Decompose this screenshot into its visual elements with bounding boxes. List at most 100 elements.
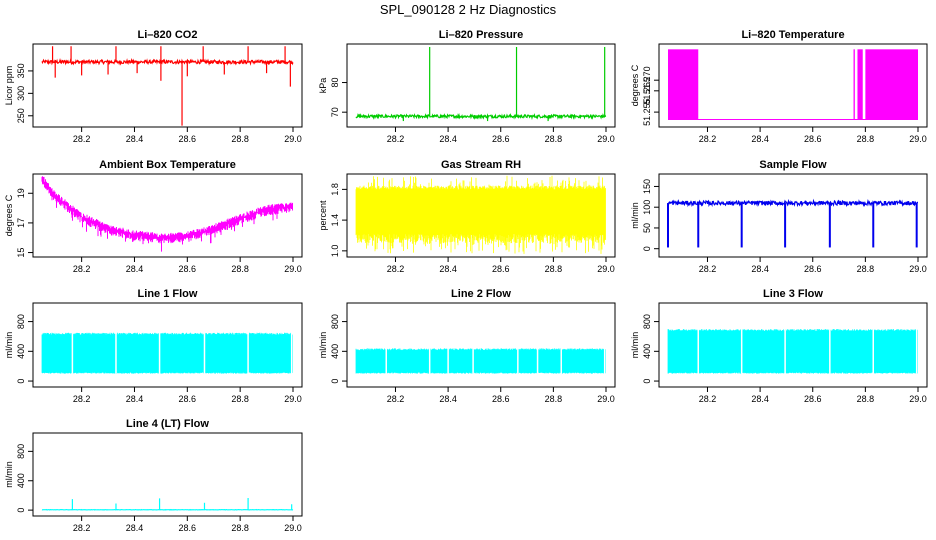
chart-2-x-tick-label: 28.8 [545,134,563,144]
chart-4-x-tick-label: 28.4 [126,264,144,274]
chart-3-filled-block-3 [857,49,863,120]
chart-2-trace [355,112,607,121]
chart-3-x-tick-label: 28.2 [699,134,717,144]
chart-4-y-axis: 15 17 19 [16,188,33,258]
chart-2-y-tick-label: 70 [330,107,340,117]
chart-2-title: Li–820 Pressure [439,29,523,41]
chart-10-ylabel: ml/min [4,461,14,488]
chart-3-series [668,49,918,121]
chart-7-ylabel: ml/min [4,332,14,359]
chart-panel-1: Li–820 CO2 28.2 28.4 28.6 28.8 29.0 250 300 350L… [4,29,303,144]
chart-4-y-tick-label: 15 [16,248,26,258]
chart-9-y-axis: 0 400 800 [642,314,659,384]
chart-7-x-tick-label: 29.0 [284,394,302,404]
chart-9-x-tick-label: 28.2 [699,394,717,404]
chart-5-frame [346,173,616,258]
chart-2-y-tick-label: 80 [330,78,340,88]
chart-4-x-tick-label: 28.6 [179,264,197,274]
chart-8-x-tick-label: 29.0 [597,394,615,404]
chart-10-title: Line 4 (LT) Flow [126,418,209,430]
chart-10-y-tick-label: 400 [16,473,26,488]
chart-7-y-tick-label: 800 [16,314,26,329]
chart-5-rh-trace [355,175,606,254]
chart-3-filled-block-2 [853,49,855,120]
chart-10-series [41,498,294,511]
chart-5-y-axis: 1.0 1.4 1.8 [330,183,347,257]
chart-3-y-tick-label: 51.255 [642,98,652,126]
chart-2-x-axis: 28.2 28.4 28.6 28.8 29.0 [387,127,615,144]
chart-7-series [41,331,293,374]
chart-6-x-tick-label: 29.0 [909,264,927,274]
chart-5-x-axis: 28.2 28.4 28.6 28.8 29.0 [387,257,615,274]
figure-title: SPL_090128 2 Hz Diagnostics [380,2,557,17]
chart-6-ylabel: ml/min [630,202,640,229]
chart-8-flow-trace [355,348,606,374]
chart-2-x-tick-label: 28.4 [439,134,457,144]
chart-1-title: Li–820 CO2 [138,29,198,41]
chart-5-y-tick-label: 1.0 [330,245,340,258]
chart-9-title: Line 3 Flow [763,288,823,300]
chart-4-x-axis: 28.2 28.4 28.6 28.8 29.0 [73,257,302,274]
chart-2-series [355,46,607,122]
chart-8-x-tick-label: 28.6 [492,394,510,404]
chart-4-y-tick-label: 17 [16,218,26,228]
chart-3-x-tick-label: 28.8 [857,134,875,144]
chart-8-y-tick-label: 800 [330,314,340,329]
chart-7-y-tick-label: 0 [16,379,26,384]
chart-10-x-tick-label: 28.6 [179,523,197,533]
chart-4-x-tick-label: 28.8 [231,264,249,274]
chart-4-y-tick-label: 19 [16,188,26,198]
chart-panel-9: Line 3 Flow 28.2 28.4 28.6 28.8 29.0 0 400 800ml… [630,288,928,404]
chart-7-x-tick-label: 28.2 [73,394,91,404]
chart-7-frame [32,302,303,388]
chart-3-frame [658,43,928,128]
chart-7-x-tick-label: 28.4 [126,394,144,404]
chart-8-x-tick-label: 28.8 [545,394,563,404]
chart-2-x-tick-label: 28.2 [387,134,405,144]
chart-5-y-tick-label: 1.4 [330,214,340,227]
chart-1-x-tick-label: 28.2 [73,134,91,144]
chart-10-y-axis: 0 400 800 [16,444,33,513]
chart-6-x-tick-label: 28.6 [804,264,822,274]
chart-5-y-tick-label: 1.8 [330,183,340,196]
chart-9-y-tick-label: 800 [642,314,652,329]
chart-3-filled-block-1 [668,49,699,120]
chart-10-x-tick-label: 28.8 [231,523,249,533]
chart-7-x-tick-label: 28.6 [179,394,197,404]
chart-6-frame [658,173,928,258]
chart-5-x-tick-label: 28.2 [387,264,405,274]
chart-10-y-tick-label: 800 [16,444,26,459]
chart-3-ylabel: degrees C [630,64,640,106]
chart-6-trace [667,198,919,208]
chart-2-y-axis: 70 80 [330,78,347,117]
chart-7-y-tick-label: 400 [16,344,26,359]
chart-1-y-tick-label: 350 [16,63,26,78]
chart-2-x-tick-label: 29.0 [597,134,615,144]
chart-1-y-tick-label: 300 [16,86,26,101]
chart-9-y-tick-label: 0 [642,379,652,384]
chart-1-x-axis: 28.2 28.4 28.6 28.8 29.0 [73,127,302,144]
chart-4-x-tick-label: 29.0 [284,264,302,274]
chart-1-x-tick-label: 28.6 [179,134,197,144]
chart-9-x-tick-label: 28.4 [751,394,769,404]
chart-9-x-tick-label: 28.6 [804,394,822,404]
chart-3-title: Li–820 Temperature [741,29,844,41]
chart-10-y-tick-label: 0 [16,508,26,513]
chart-panel-2: Li–820 Pressure 28.2 28.4 28.6 28.8 29.0 70 80k… [318,29,616,144]
chart-9-x-tick-label: 29.0 [909,394,927,404]
chart-panel-8: Line 2 Flow 28.2 28.4 28.6 28.8 29.0 0 400 800ml… [318,288,616,404]
chart-7-x-axis: 28.2 28.4 28.6 28.8 29.0 [73,387,302,404]
chart-6-x-tick-label: 28.4 [751,264,769,274]
chart-8-ylabel: ml/min [318,332,328,359]
chart-3-filled-block-4 [865,49,918,120]
chart-6-y-axis: 0 50 100 150 [642,179,659,251]
chart-1-y-tick-label: 250 [16,108,26,123]
chart-4-frame [32,173,303,258]
chart-1-frame [32,43,303,128]
chart-2-x-tick-label: 28.6 [492,134,510,144]
chart-8-y-tick-label: 0 [330,379,340,384]
chart-6-y-tick-label: 100 [642,200,652,215]
chart-4-ylabel: degrees C [4,194,14,236]
chart-9-ylabel: ml/min [630,332,640,359]
